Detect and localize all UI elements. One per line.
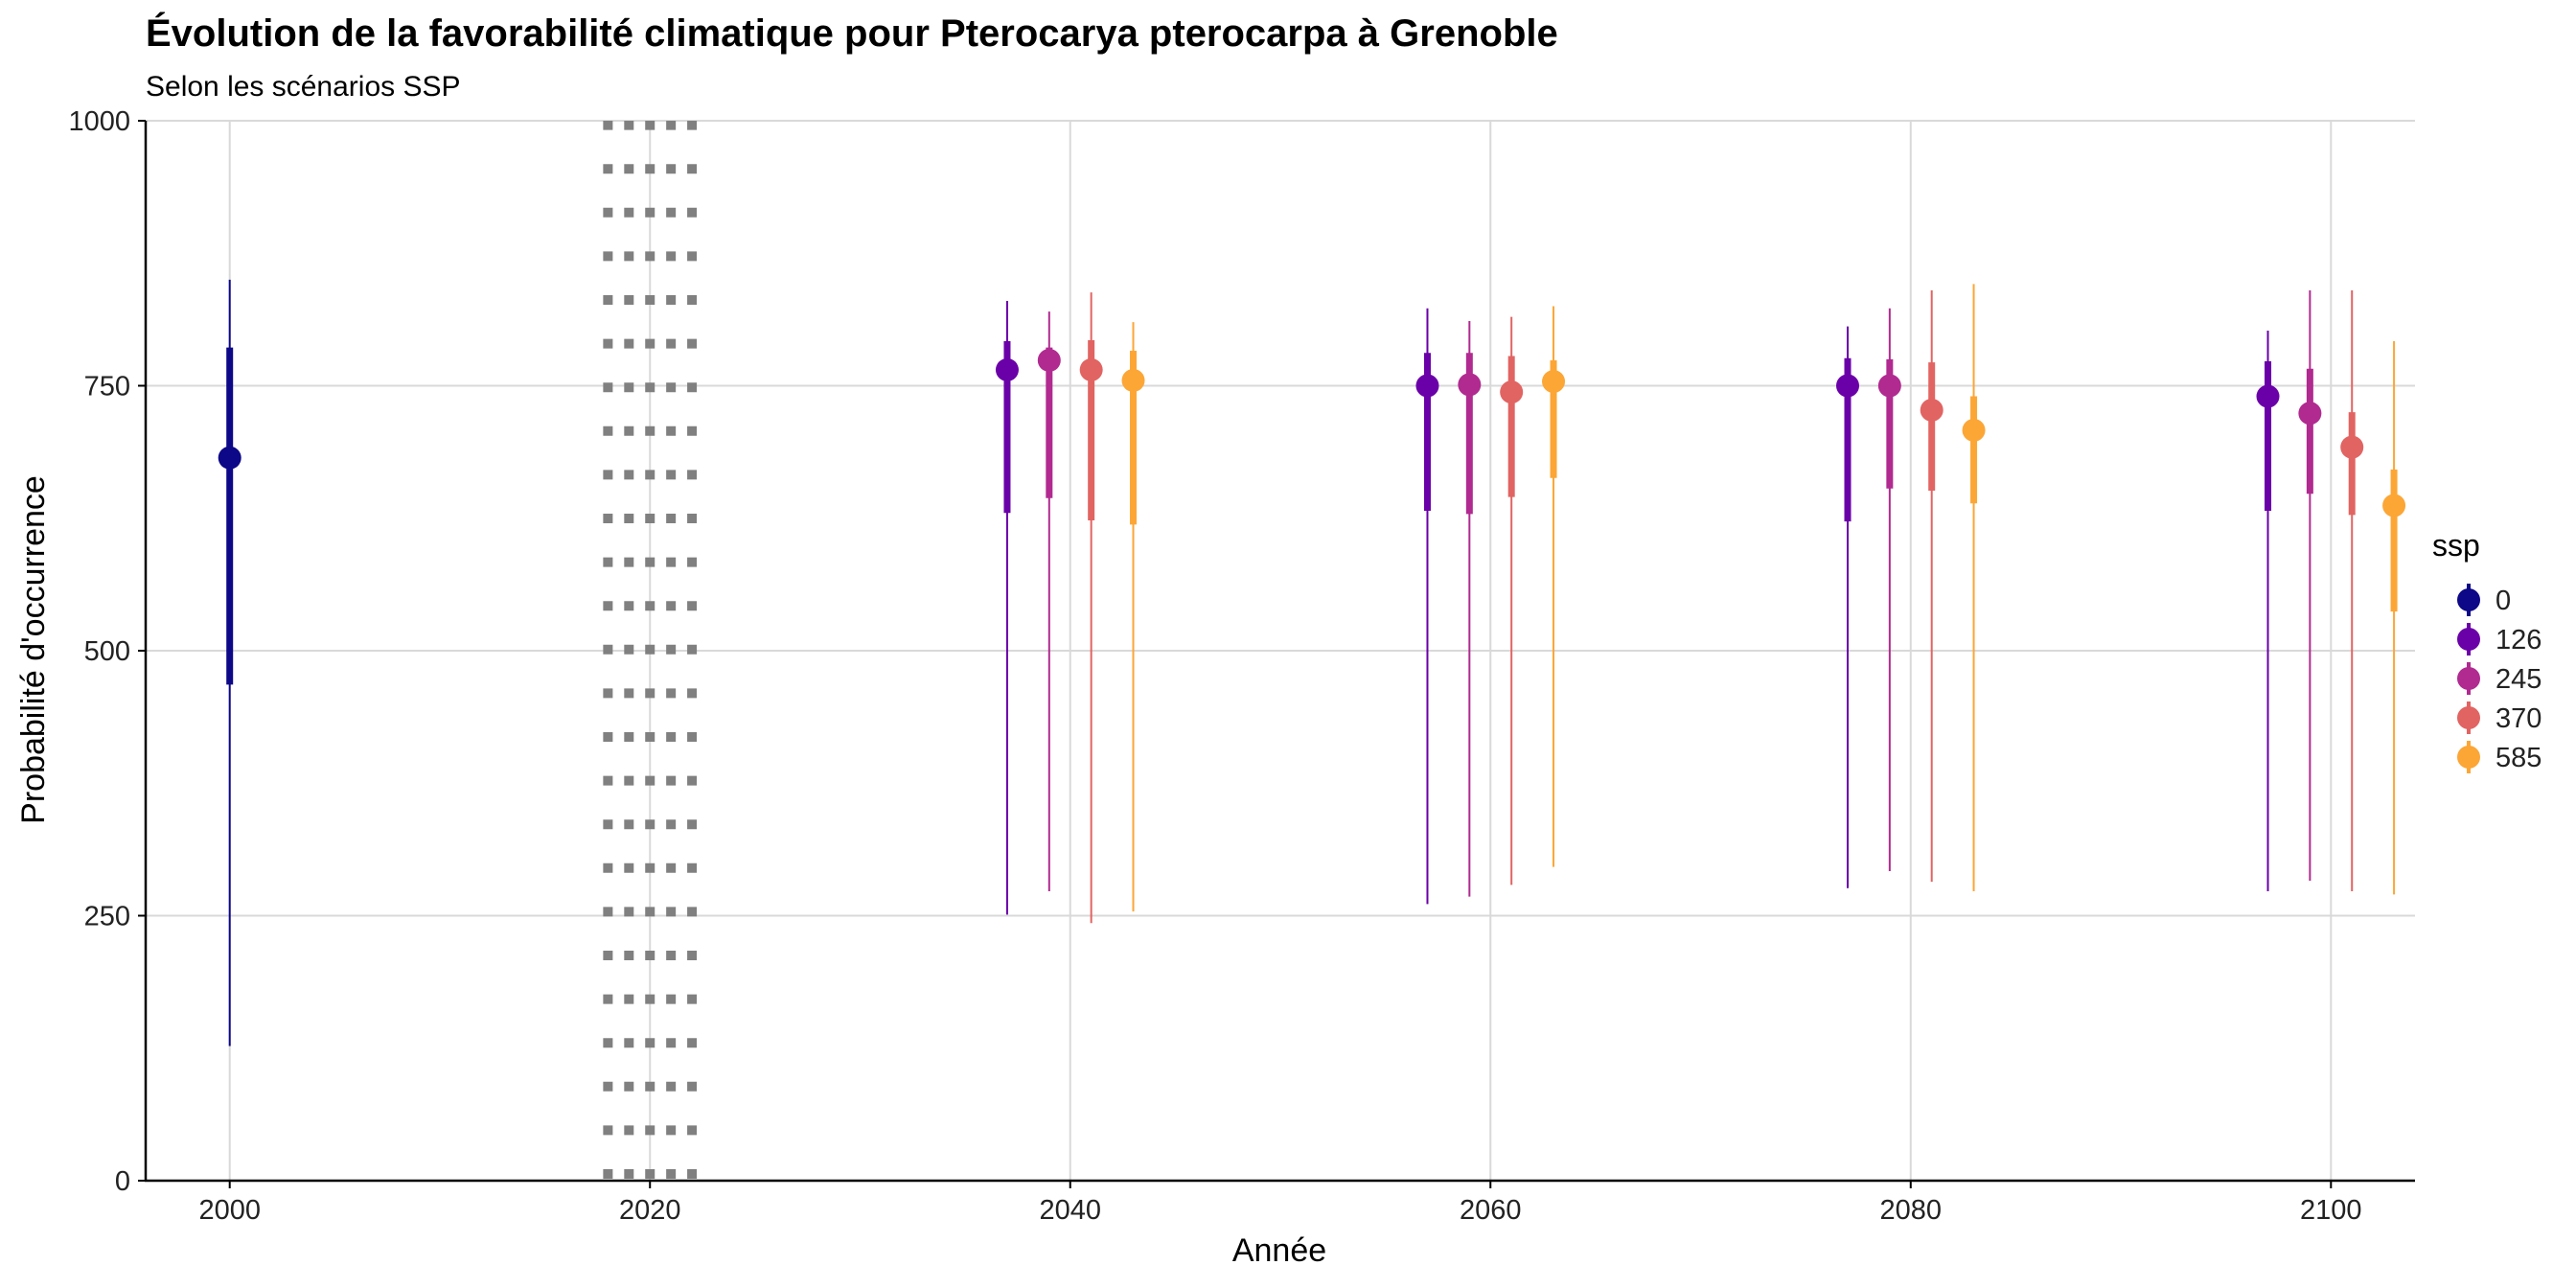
pointrange-ssp-585-2063 (1542, 306, 1566, 867)
grid-lines (146, 120, 2415, 1181)
legend-item-245: 245 (2457, 662, 2542, 695)
pointrange-ssp-126-2097 (2256, 330, 2280, 892)
legend-key-point (2457, 706, 2480, 729)
median-point (2340, 435, 2364, 459)
pointrange-ssp-0-2000 (218, 279, 242, 1046)
legend-label: 585 (2496, 743, 2542, 773)
median-point (2382, 494, 2406, 518)
data-marks (218, 279, 2406, 1046)
x-tick-label: 2060 (1460, 1195, 1522, 1226)
y-tick-label: 500 (84, 636, 130, 667)
chart-subtitle: Selon les scénarios SSP (146, 71, 461, 103)
chart-title: Évolution de la favorabilité climatique … (146, 12, 1558, 55)
median-point (1962, 418, 1986, 442)
legend-item-0: 0 (2457, 584, 2511, 616)
median-point (218, 446, 242, 470)
y-axis-title: Probabilité d'occurrence (15, 475, 52, 824)
median-point (1121, 368, 1145, 392)
y-tick-label: 750 (84, 372, 130, 402)
legend-label: 245 (2496, 664, 2542, 695)
legend-item-126: 126 (2457, 623, 2542, 656)
pointrange-ssp-245-2099 (2298, 289, 2322, 882)
reference-period-band (603, 121, 698, 1179)
median-point (1500, 380, 1524, 404)
pointrange-ssp-245-2059 (1458, 321, 1482, 897)
legend-title: ssp (2432, 528, 2480, 563)
pointrange-ssp-585-2083 (1962, 284, 1986, 892)
legend-label: 370 (2496, 703, 2542, 734)
legend-key-point (2457, 746, 2480, 769)
axes (138, 120, 2415, 1188)
median-point (1415, 374, 1439, 398)
y-tick-label: 250 (84, 902, 130, 932)
legend-label: 126 (2496, 625, 2542, 656)
pointrange-ssp-126-2057 (1415, 308, 1439, 905)
x-tick-label: 2040 (1039, 1195, 1101, 1226)
median-point (1542, 370, 1566, 394)
legend: ssp 0 126 245 370 585 (2432, 528, 2542, 773)
median-point (1920, 398, 1944, 422)
median-point (1458, 373, 1482, 397)
pointrange-ssp-126-2077 (1836, 326, 1859, 888)
x-tick-label: 2080 (1880, 1195, 1943, 1226)
pointrange-ssp-370-2101 (2340, 289, 2364, 892)
legend-label: 0 (2496, 586, 2511, 616)
median-point (2298, 402, 2322, 426)
median-point (2256, 384, 2280, 408)
median-point (1079, 357, 1103, 381)
median-point (995, 357, 1019, 381)
legend-key-point (2457, 667, 2480, 690)
y-tick-label: 0 (115, 1166, 130, 1197)
y-tick-label: 1000 (68, 106, 130, 137)
median-point (1877, 374, 1901, 398)
pointrange-ssp-126-2037 (995, 301, 1019, 915)
tick-labels: 0 250 500 750 1000 2000 2020 2040 2060 2080 2100 (68, 106, 2361, 1226)
pointrange-ssp-585-2043 (1121, 322, 1145, 912)
x-tick-label: 2020 (619, 1195, 681, 1226)
pointrange-ssp-585-2103 (2382, 341, 2406, 895)
x-tick-label: 2100 (2300, 1195, 2362, 1226)
legend-item-585: 585 (2457, 741, 2542, 773)
x-tick-label: 2000 (198, 1195, 261, 1226)
x-axis-title: Année (1232, 1232, 1326, 1269)
legend-key-point (2457, 588, 2480, 611)
median-point (1836, 374, 1859, 398)
legend-item-370: 370 (2457, 702, 2542, 734)
pointrange-ssp-370-2081 (1920, 289, 1944, 883)
pointrange-ssp-370-2041 (1079, 292, 1103, 924)
legend-key-point (2457, 628, 2480, 651)
pointrange-ssp-245-2039 (1037, 311, 1061, 892)
pointrange-ssp-245-2079 (1877, 308, 1901, 872)
median-point (1037, 348, 1061, 372)
pointrange-ssp-370-2061 (1500, 316, 1524, 886)
